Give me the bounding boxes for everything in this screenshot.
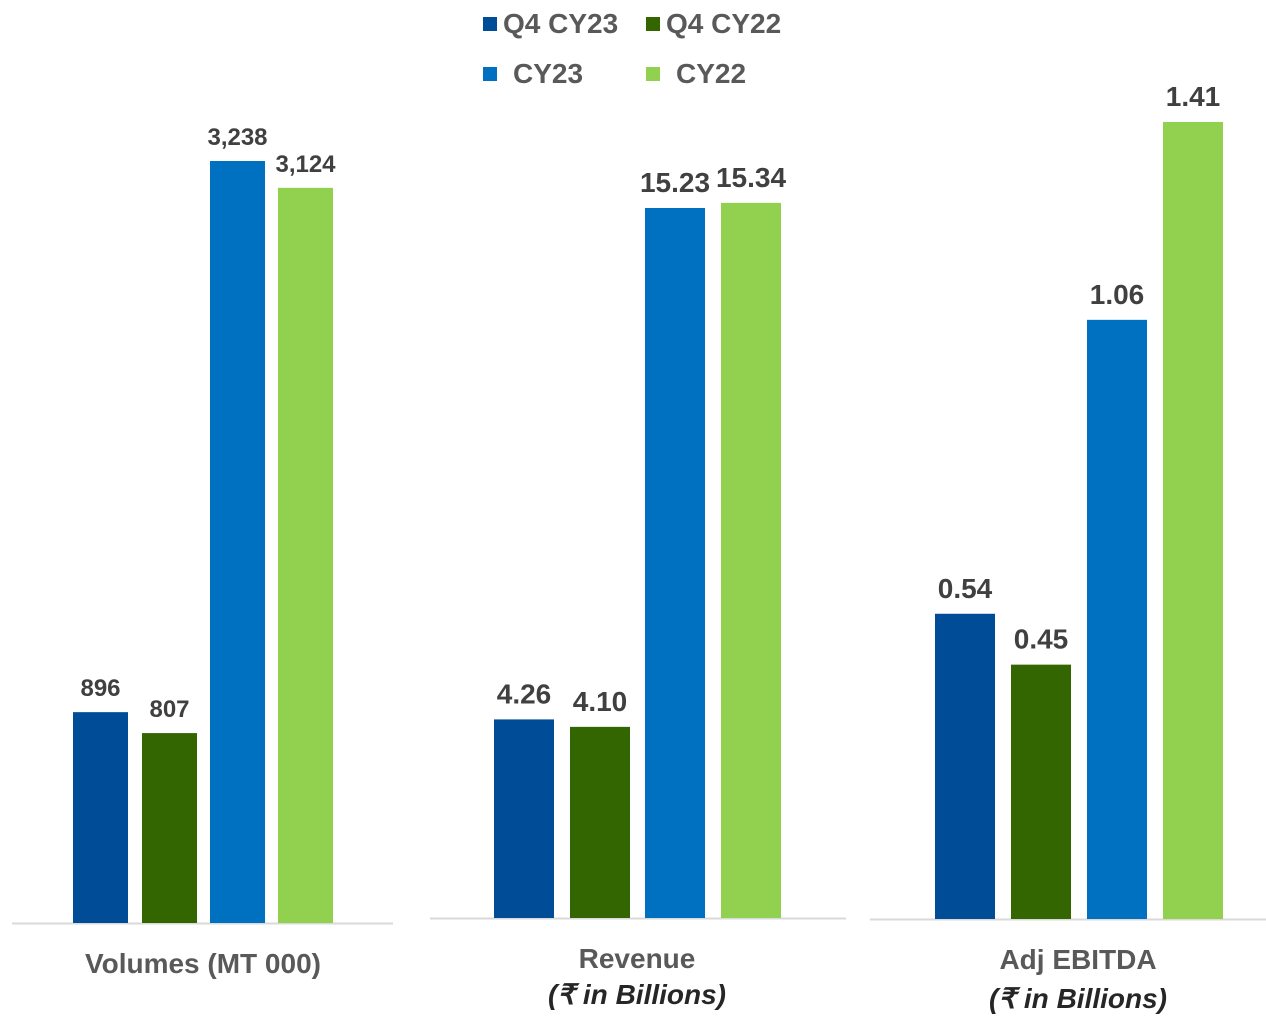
legend-item-q4-cy23: Q4 CY23	[483, 6, 618, 42]
x-axis-sublabel: (₹ in Billions)	[989, 983, 1167, 1014]
legend-swatch-cy23	[483, 67, 497, 81]
data-label: 15.23	[640, 167, 710, 198]
data-label: 0.45	[1014, 624, 1069, 655]
data-label: 4.26	[497, 678, 552, 709]
legend-swatch-q4-cy23	[483, 17, 497, 31]
legend-label: Q4 CY22	[666, 8, 782, 39]
legend-label: Q4 CY23	[503, 8, 619, 39]
bar-cy22	[721, 202, 781, 919]
data-label: 4.10	[573, 686, 628, 717]
legend: Q4 CY23 Q4 CY22 CY23 CY22	[480, 4, 810, 100]
chart-panel-1: 896 807 3,238 3,124 Volumes (MT 000)	[12, 124, 393, 979]
data-label: 1.41	[1166, 81, 1221, 112]
chart-panel-2: 4.26 4.10 15.23 15.34 Revenue (₹ in Billions)	[430, 162, 846, 1010]
bar-q4-cy23	[935, 613, 995, 919]
legend-item-q4-cy22: Q4 CY22	[646, 6, 781, 42]
chart-panel-3: 0.54 0.45 1.06 1.41 Adj EBITDA (₹ in Billions…	[870, 81, 1266, 1014]
x-axis-sublabel: (₹ in Billions)	[548, 979, 726, 1010]
data-label: 15.34	[716, 162, 786, 193]
legend-item-cy22: CY22	[646, 56, 746, 92]
x-axis-label: Revenue	[579, 943, 696, 974]
bar-q4-cy23	[494, 719, 554, 918]
data-label: 807	[149, 696, 189, 723]
bar-cy23	[645, 208, 705, 918]
data-label: 1.06	[1090, 279, 1145, 310]
legend-label: CY23	[513, 58, 584, 89]
data-label: 896	[80, 675, 120, 702]
bar-cy22	[1163, 122, 1223, 919]
x-axis-label: Adj EBITDA	[999, 944, 1156, 975]
legend-swatch-q4-cy22	[646, 17, 660, 31]
bar-q4-cy22	[142, 733, 197, 923]
legend-label: CY22	[676, 58, 747, 89]
legend-item-cy23: CY23	[483, 56, 583, 92]
x-axis-label: Volumes (MT 000)	[85, 948, 321, 979]
bar-q4-cy22	[1011, 664, 1071, 919]
bar-cy23	[1087, 319, 1147, 919]
data-label: 3,238	[207, 124, 267, 151]
data-label: 3,124	[275, 151, 336, 178]
bar-cy23	[210, 161, 265, 923]
bar-cy22	[278, 187, 333, 924]
legend-swatch-cy22	[646, 67, 660, 81]
bar-q4-cy22	[570, 726, 630, 918]
bar-q4-cy23	[73, 712, 128, 923]
data-label: 0.54	[938, 573, 993, 604]
